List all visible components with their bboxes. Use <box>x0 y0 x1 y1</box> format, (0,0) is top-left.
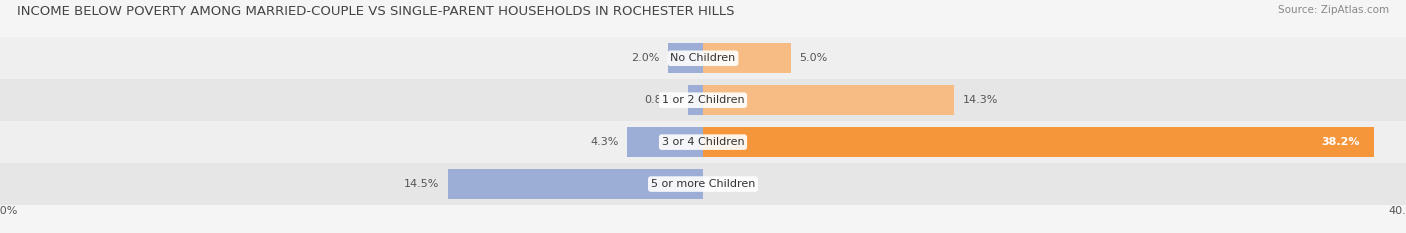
Text: No Children: No Children <box>671 53 735 63</box>
Bar <box>0 79 1406 121</box>
Bar <box>703 43 790 73</box>
Text: 2.0%: 2.0% <box>631 53 659 63</box>
Text: 5.0%: 5.0% <box>800 53 828 63</box>
Bar <box>668 43 703 73</box>
Text: 1 or 2 Children: 1 or 2 Children <box>662 95 744 105</box>
Bar <box>627 127 703 157</box>
Bar <box>449 169 703 199</box>
Text: 4.3%: 4.3% <box>591 137 619 147</box>
Text: Source: ZipAtlas.com: Source: ZipAtlas.com <box>1278 5 1389 15</box>
Text: INCOME BELOW POVERTY AMONG MARRIED-COUPLE VS SINGLE-PARENT HOUSEHOLDS IN ROCHEST: INCOME BELOW POVERTY AMONG MARRIED-COUPL… <box>17 5 734 18</box>
Bar <box>689 85 703 115</box>
Text: 14.3%: 14.3% <box>963 95 998 105</box>
Text: 5 or more Children: 5 or more Children <box>651 179 755 189</box>
Bar <box>0 163 1406 205</box>
Bar <box>0 37 1406 79</box>
Text: 14.5%: 14.5% <box>404 179 439 189</box>
Text: 38.2%: 38.2% <box>1322 137 1361 147</box>
Text: 3 or 4 Children: 3 or 4 Children <box>662 137 744 147</box>
Bar <box>703 127 1375 157</box>
Bar <box>0 121 1406 163</box>
Bar <box>703 85 955 115</box>
Text: 0.84%: 0.84% <box>644 95 679 105</box>
Text: 0.0%: 0.0% <box>711 179 740 189</box>
